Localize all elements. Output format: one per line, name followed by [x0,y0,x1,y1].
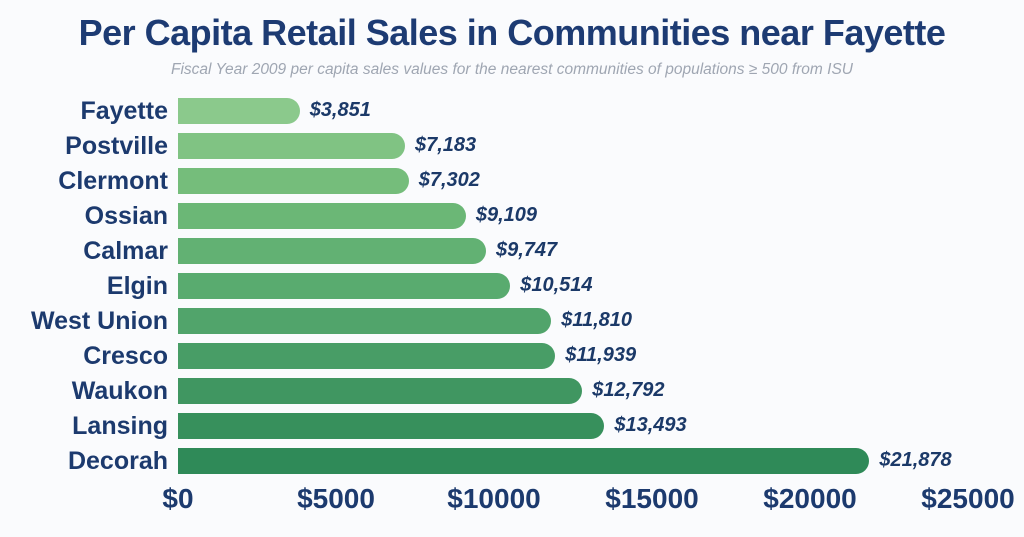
bar-row-lansing: Lansing $13,493 [0,409,1024,444]
bar [178,413,605,439]
bar [178,308,552,334]
value-label: $9,747 [496,239,558,261]
bar-row-cresco: Cresco $11,939 [0,339,1024,374]
category-label: Cresco [83,342,168,370]
x-tick-label: $10000 [447,483,541,514]
bar [178,133,405,159]
bar-row-elgin: Elgin $10,514 [0,269,1024,304]
chart-subtitle: Fiscal Year 2009 per capita sales values… [171,61,853,78]
x-tick-label: $15000 [605,483,699,514]
x-tick-label: $25000 [921,483,1015,514]
category-label: Calmar [83,237,168,265]
bar-row-decorah: Decorah $21,878 [0,444,1024,479]
category-label: Postville [65,132,168,160]
plot-area: Fayette $3,851 Postville $7,183 Clermont $7,3… [0,94,1024,479]
bar [178,203,466,229]
x-tick-label: $0 [162,483,194,514]
category-label: Fayette [80,97,168,125]
bar-row-postville: Postville $7,183 [0,129,1024,164]
bar [178,273,511,299]
bar [178,448,870,474]
value-label: $12,792 [592,379,665,401]
bar [178,238,486,264]
value-label: $9,109 [475,204,538,226]
x-tick-label: $5000 [297,483,375,514]
bar-row-clermont: Clermont $7,302 [0,164,1024,199]
bar [178,98,300,124]
category-label: Elgin [106,272,168,300]
category-label: Decorah [67,447,168,475]
bar-row-ossian: Ossian $9,109 [0,199,1024,234]
bar-row-calmar: Calmar $9,747 [0,234,1024,269]
value-label: $21,878 [879,449,952,471]
value-label: $13,493 [614,414,687,436]
category-label: Lansing [72,412,168,440]
value-label: $3,851 [309,99,371,121]
bar [178,343,556,369]
x-tick-label: $20000 [763,483,857,514]
bar-row-waukon: Waukon $12,792 [0,374,1024,409]
category-label: Ossian [84,202,168,230]
x-axis: $0 $5000 $10000 $15000 $20000 $25000 [0,483,1024,528]
bar [178,378,583,404]
value-label: $10,514 [520,274,593,296]
value-label: $7,183 [414,134,477,156]
bar-row-west-union: West Union $11,810 [0,304,1024,339]
chart-title: Per Capita Retail Sales in Communities n… [78,12,946,53]
category-label: Clermont [58,167,168,195]
bar [178,168,409,194]
value-label: $11,939 [565,344,637,366]
category-label: Waukon [71,377,168,405]
bar-row-fayette: Fayette $3,851 [0,94,1024,129]
category-label: West Union [30,307,168,335]
value-label: $7,302 [418,169,480,191]
value-label: $11,810 [561,309,632,331]
